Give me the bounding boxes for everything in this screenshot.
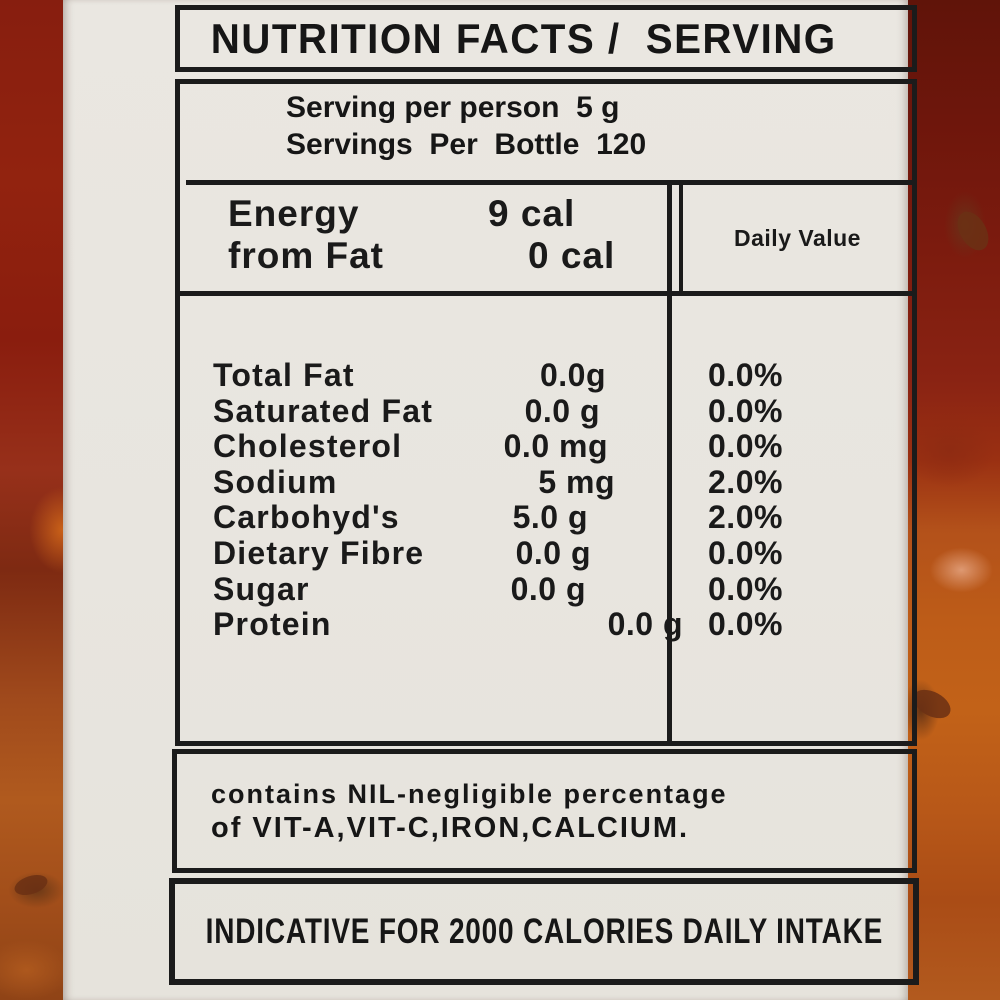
micronutrients-note-line1: contains NIL-negligible percentage bbox=[211, 779, 728, 809]
nutrient-daily-value: 0.0% bbox=[708, 428, 783, 465]
nutrient-daily-value: 0.0% bbox=[708, 357, 783, 393]
footer-note: INDICATIVE FOR 2000 CALORIES DAILY INTAK… bbox=[205, 911, 883, 951]
nutrient-name: Saturated Fat bbox=[213, 392, 434, 429]
energy-label: Energy bbox=[228, 193, 360, 234]
page-title: NUTRITION FACTS / SERVING bbox=[210, 14, 837, 62]
nutrition-table: Serving per person 5 g Servings Per Bott… bbox=[175, 79, 917, 746]
energy-section: Energy 9 cal from Fat 0 cal bbox=[180, 185, 667, 299]
pickle-photo-left bbox=[0, 0, 66, 1000]
energy-value: 9 cal bbox=[488, 193, 576, 234]
column-divider bbox=[679, 185, 683, 291]
serving-info: Serving per person 5 g Servings Per Bott… bbox=[180, 84, 912, 185]
pickle-photo-right bbox=[908, 0, 1000, 1000]
nutrient-name: Total Fat bbox=[213, 357, 355, 393]
nutrient-amount: 5.0 g bbox=[512, 499, 588, 536]
pickle-seed bbox=[12, 871, 50, 899]
nutrient-amount: 0.0 g bbox=[607, 606, 683, 643]
nutrient-daily-value: 2.0% bbox=[708, 499, 783, 536]
nutrient-name: Cholesterol bbox=[213, 428, 403, 465]
nutrient-daily-value: 0.0% bbox=[708, 534, 783, 571]
daily-value-column: 0.0% 0.0% 0.0% 2.0% 2.0% 0.0% 0.0% 0.0% bbox=[672, 296, 912, 741]
nutrient-row: Protein 0.0 g bbox=[180, 606, 682, 643]
serving-per-person: Serving per person 5 g bbox=[286, 91, 620, 124]
divider-line bbox=[186, 180, 912, 185]
nutrient-row: Total Fat 0.0g bbox=[180, 357, 667, 394]
energy-from-fat-value: 0 cal bbox=[528, 235, 616, 276]
nutrient-name: Sugar bbox=[213, 570, 310, 607]
nutrient-name: Sodium bbox=[213, 463, 338, 500]
nutrition-label: NUTRITION FACTS / SERVING Serving per pe… bbox=[63, 0, 919, 1000]
divider-line bbox=[180, 291, 912, 296]
nutrient-amount: 0.0 g bbox=[510, 570, 586, 607]
nutrient-name: Dietary Fibre bbox=[213, 534, 425, 571]
nutrient-name: Protein bbox=[213, 606, 332, 643]
micronutrients-note: contains NIL-negligible percentage of VI… bbox=[172, 749, 917, 873]
nutrient-row: Carbohyd's 5.0 g bbox=[180, 500, 667, 536]
nutrient-row: Dietary Fibre 0.0 g bbox=[180, 534, 667, 572]
nutrient-daily-value: 0.0% bbox=[708, 570, 783, 607]
nutrient-row: Cholesterol 0.0 mg bbox=[180, 428, 667, 465]
nutrient-amount: 5 mg bbox=[538, 463, 615, 500]
nutrient-daily-value: 2.0% bbox=[708, 463, 783, 500]
nutrient-row: Sugar 0.0 g bbox=[180, 570, 667, 608]
servings-per-bottle: Servings Per Bottle 120 bbox=[286, 128, 647, 161]
daily-value-header-cell: Daily Value bbox=[683, 185, 912, 291]
daily-value-header: Daily Value bbox=[734, 224, 861, 251]
nutrient-rows: Total Fat 0.0g Saturated Fat 0.0 g Chole… bbox=[180, 296, 682, 741]
nutrient-amount: 0.0 g bbox=[524, 392, 600, 429]
energy-from-fat-label: from Fat bbox=[228, 235, 384, 276]
title-box: NUTRITION FACTS / SERVING bbox=[175, 5, 917, 72]
nutrient-daily-value: 0.0% bbox=[708, 392, 783, 429]
nutrient-row: Saturated Fat 0.0 g bbox=[180, 392, 667, 430]
pickle-seed bbox=[951, 206, 995, 256]
nutrient-amount: 0.0 g bbox=[515, 534, 591, 571]
footer-note-box: INDICATIVE FOR 2000 CALORIES DAILY INTAK… bbox=[169, 878, 919, 985]
column-divider bbox=[667, 180, 672, 741]
nutrient-amount: 0.0 mg bbox=[503, 428, 608, 465]
nutrient-amount: 0.0g bbox=[539, 357, 606, 393]
micronutrients-note-line2: of VIT-A,VIT-C,IRON,CALCIUM. bbox=[211, 812, 690, 844]
nutrient-row: Sodium 5 mg bbox=[180, 463, 667, 501]
nutrient-name: Carbohyd's bbox=[213, 499, 400, 536]
nutrient-daily-value: 0.0% bbox=[708, 606, 783, 643]
